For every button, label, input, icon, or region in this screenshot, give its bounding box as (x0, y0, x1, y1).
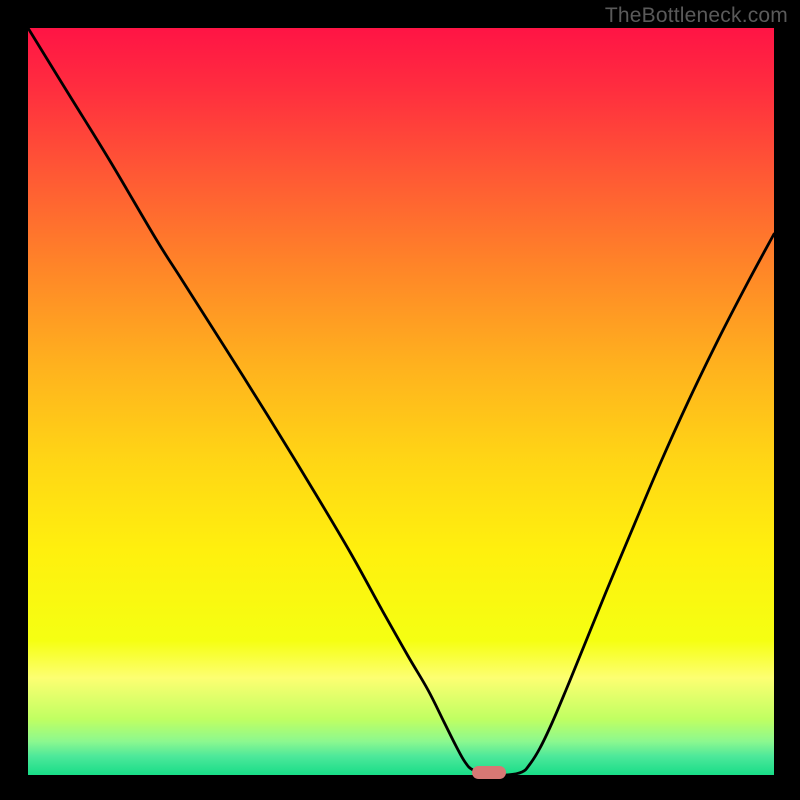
bottleneck-curve (28, 28, 774, 775)
plot-area (28, 28, 774, 775)
optimal-marker (472, 766, 506, 779)
watermark-text: TheBottleneck.com (605, 4, 788, 28)
